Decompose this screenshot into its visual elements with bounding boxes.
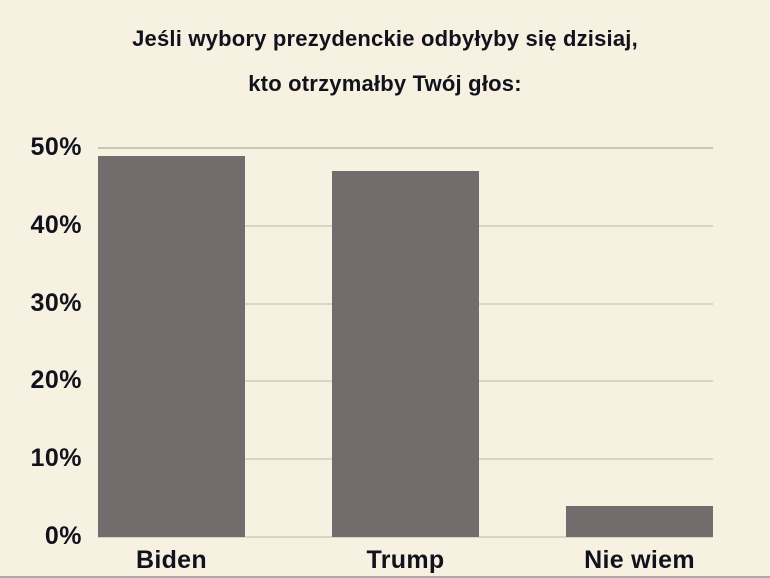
x-label-biden: Biden: [136, 546, 207, 574]
y-tick-label-10pct: 10%: [30, 444, 82, 473]
y-tick-label-20pct: 20%: [30, 366, 82, 395]
chart-title: Jeśli wybory prezydenckie odbyłyby się d…: [0, 16, 770, 106]
bar-trump: [332, 171, 479, 537]
x-label-trump: Trump: [366, 546, 445, 574]
y-tick-label-40pct: 40%: [30, 210, 82, 239]
bottom-edge-strip: [0, 576, 770, 578]
x-label-nie-wiem: Nie wiem: [584, 546, 695, 574]
gridline-0pct: [98, 536, 713, 538]
gridline-50pct: [98, 147, 713, 149]
y-tick-label-30pct: 30%: [30, 288, 82, 317]
chart-title-line2: kto otrzymałby Twój głos:: [248, 71, 522, 96]
y-tick-label-0pct: 0%: [44, 521, 82, 550]
y-tick-label-50pct: 50%: [30, 132, 82, 161]
bar-chart-plot-area: [98, 147, 713, 538]
bar-nie-wiem: [566, 505, 713, 537]
chart-title-line1: Jeśli wybory prezydenckie odbyłyby się d…: [132, 26, 638, 51]
bar-biden: [98, 155, 245, 537]
